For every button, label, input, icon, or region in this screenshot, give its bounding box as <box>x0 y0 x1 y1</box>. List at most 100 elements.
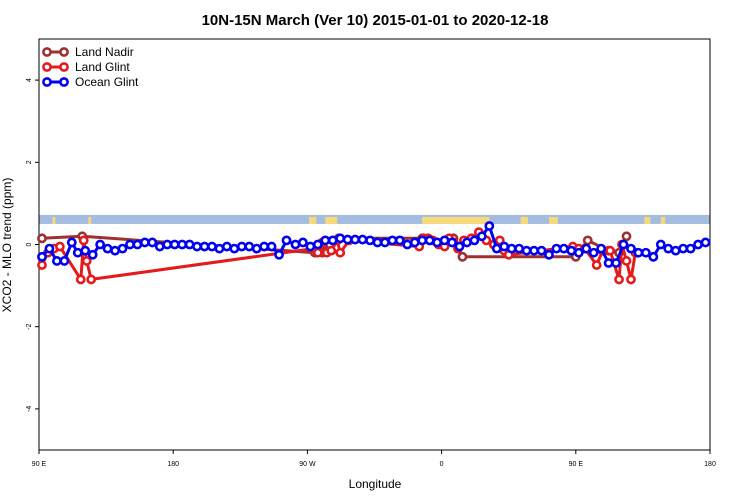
y-tick-label: 0 <box>26 242 33 246</box>
data-point-land-glint <box>621 256 632 266</box>
data-point-ocean-glint <box>499 241 510 252</box>
water-band <box>39 214 710 224</box>
data-point-ocean-glint <box>207 241 217 252</box>
data-point-ocean-glint <box>298 237 308 248</box>
data-point-ocean-glint <box>566 245 577 256</box>
data-point-land-glint <box>494 235 505 246</box>
x-tick-label: 90 E <box>32 461 47 468</box>
data-point-ocean-glint <box>244 241 255 252</box>
data-point-ocean-glint <box>110 245 120 256</box>
data-point-ocean-glint <box>685 243 696 254</box>
data-point-ocean-glint <box>147 237 158 248</box>
land-segment <box>422 216 490 224</box>
data-point-ocean-glint <box>581 243 592 254</box>
data-point-ocean-glint <box>177 239 188 250</box>
data-point-ocean-glint <box>476 231 487 242</box>
data-point-ocean-glint <box>102 243 113 254</box>
data-point-ocean-glint <box>139 237 150 248</box>
data-point-ocean-glint <box>72 247 83 258</box>
data-point-land-nadir <box>582 235 593 246</box>
data-point-ocean-glint <box>387 235 398 246</box>
legend-label-land-nadir: Land Nadir <box>75 45 134 59</box>
land-segment <box>52 216 56 224</box>
land-segment <box>548 216 558 224</box>
data-point-ocean-glint <box>59 256 70 266</box>
data-point-ocean-glint <box>454 241 465 252</box>
data-point-ocean-glint <box>544 249 554 260</box>
data-point-ocean-glint <box>229 243 240 254</box>
data-point-land-glint <box>591 260 602 270</box>
data-point-ocean-glint <box>327 235 338 246</box>
data-point-ocean-glint <box>626 243 636 254</box>
data-point-ocean-glint <box>663 243 674 254</box>
data-point-ocean-glint <box>447 237 457 248</box>
data-point-ocean-glint <box>618 239 629 250</box>
data-point-ocean-glint <box>236 241 247 252</box>
data-point-land-glint <box>626 274 636 285</box>
x-tick-label: 180 <box>167 461 179 468</box>
land-segment <box>308 216 317 224</box>
data-point-ocean-glint <box>596 243 607 254</box>
data-point-land-glint <box>326 245 337 256</box>
y-tick-label: 4 <box>26 78 33 82</box>
data-point-ocean-glint <box>633 247 644 258</box>
y-tick-label: -2 <box>26 323 33 329</box>
data-point-ocean-glint <box>417 235 428 246</box>
data-point-ocean-glint <box>342 234 353 245</box>
data-point-ocean-glint <box>162 239 173 250</box>
legend-label-ocean-glint: Ocean Glint <box>75 75 139 89</box>
legend-marker-ocean-glint <box>42 77 52 87</box>
data-point-ocean-glint <box>357 234 368 245</box>
legend-marker-ocean-glint <box>59 77 69 87</box>
data-point-ocean-glint <box>693 239 703 250</box>
data-point-ocean-glint <box>350 234 361 245</box>
legend-label-land-glint: Land Glint <box>75 60 130 74</box>
data-point-ocean-glint <box>221 241 232 252</box>
data-point-ocean-glint <box>305 241 316 252</box>
chart-title: 10N-15N March (Ver 10) 2015-01-01 to 202… <box>202 12 549 29</box>
data-point-ocean-glint <box>558 243 569 254</box>
x-axis-label: Longitude <box>349 477 402 491</box>
legend-marker-land-nadir <box>42 47 52 57</box>
data-point-ocean-glint <box>44 243 55 254</box>
data-point-land-nadir <box>37 233 47 244</box>
series-layer <box>37 221 711 285</box>
data-point-land-glint <box>335 247 346 258</box>
data-point-ocean-glint <box>469 235 480 246</box>
data-point-ocean-glint <box>281 235 292 246</box>
data-point-ocean-glint <box>372 237 383 248</box>
legend-marker-land-glint <box>42 62 52 72</box>
data-point-ocean-glint <box>573 247 584 258</box>
data-point-ocean-glint <box>402 239 413 250</box>
x-tick-label: 180 <box>704 461 716 468</box>
data-point-ocean-glint <box>648 251 659 262</box>
data-point-ocean-glint <box>154 241 165 252</box>
data-point-ocean-glint <box>588 247 599 258</box>
data-point-ocean-glint <box>536 245 547 256</box>
data-point-ocean-glint <box>37 251 47 262</box>
data-point-ocean-glint <box>409 237 420 248</box>
data-point-ocean-glint <box>199 241 210 252</box>
data-point-ocean-glint <box>320 235 331 246</box>
data-point-ocean-glint <box>670 245 681 256</box>
series-ocean-glint <box>37 221 711 268</box>
data-point-ocean-glint <box>603 258 614 268</box>
data-point-ocean-glint <box>192 241 202 252</box>
data-point-land-glint <box>75 274 86 285</box>
data-point-ocean-glint <box>424 235 435 246</box>
data-point-ocean-glint <box>51 256 62 266</box>
data-point-ocean-glint <box>611 258 621 268</box>
data-point-ocean-glint <box>551 243 562 254</box>
data-point-land-glint <box>54 241 65 252</box>
data-point-ocean-glint <box>80 245 91 256</box>
data-point-ocean-glint <box>484 221 495 231</box>
data-point-ocean-glint <box>259 241 270 252</box>
legend-marker-land-nadir <box>59 47 69 57</box>
data-point-ocean-glint <box>365 235 375 246</box>
data-point-ocean-glint <box>529 245 539 256</box>
data-point-ocean-glint <box>678 243 689 254</box>
data-point-land-glint <box>312 247 323 258</box>
data-point-ocean-glint <box>380 237 390 248</box>
